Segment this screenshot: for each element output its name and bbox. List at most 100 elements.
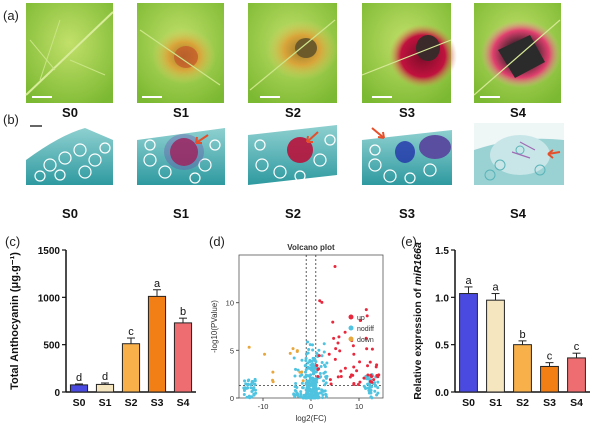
volcano-point-up bbox=[376, 375, 380, 379]
volcano-point-up bbox=[334, 347, 338, 351]
y-tick-label: 0 bbox=[230, 394, 234, 403]
x-tick-label: S4 bbox=[177, 397, 190, 409]
leaf-photo-s3 bbox=[361, 3, 457, 103]
volcano-point-nodiff bbox=[314, 360, 318, 364]
volcano-point-nodiff bbox=[308, 396, 312, 400]
bar-s0 bbox=[459, 293, 478, 393]
x-tick-label: S1 bbox=[489, 397, 502, 409]
volcano-point-nodiff bbox=[299, 395, 303, 399]
volcano-point-nodiff bbox=[376, 380, 380, 384]
volcano-point-nodiff bbox=[317, 387, 321, 391]
x-tick-label: S3 bbox=[151, 397, 164, 409]
volcano-point-nodiff bbox=[301, 386, 305, 390]
bar-s0 bbox=[69, 384, 89, 393]
stage-label-b-s4: S4 bbox=[510, 206, 526, 221]
volcano-point-nodiff bbox=[320, 361, 324, 365]
stage-label-b-s2: S2 bbox=[285, 206, 301, 221]
bar-s3 bbox=[147, 295, 167, 393]
volcano-point-nodiff bbox=[323, 365, 327, 369]
volcano-point-nodiff bbox=[247, 378, 251, 382]
volcano-point-nodiff bbox=[321, 389, 325, 393]
volcano-point-up bbox=[351, 344, 355, 348]
volcano-point-nodiff bbox=[303, 370, 307, 374]
volcano-point-up bbox=[348, 375, 352, 379]
mir166a-expression-chart: 0.0 0.5 1.0 1.5 a S0 a S1 b S2 c S3 c S4 Relative expr… bbox=[412, 242, 590, 409]
volcano-point-nodiff bbox=[312, 395, 316, 399]
volcano-point-up bbox=[338, 349, 342, 353]
volcano-point-nodiff bbox=[315, 380, 319, 384]
volcano-point-up bbox=[366, 373, 370, 377]
volcano-point-nodiff bbox=[310, 382, 314, 386]
y-tick-label: 0.0 bbox=[435, 388, 449, 399]
volcano-point-nodiff bbox=[312, 370, 316, 374]
bar-s1 bbox=[486, 299, 505, 393]
volcano-point-up bbox=[358, 360, 362, 364]
volcano-point-up bbox=[317, 354, 321, 358]
stage-label-a-s3: S3 bbox=[399, 105, 415, 120]
panel-label-c: (c) bbox=[5, 234, 21, 249]
volcano-point-nodiff bbox=[253, 383, 257, 387]
volcano-point-up bbox=[316, 368, 320, 372]
leaf-photo-s0 bbox=[25, 3, 114, 103]
volcano-point-up bbox=[358, 318, 362, 322]
volcano-point-nodiff bbox=[322, 371, 326, 375]
volcano-point-up bbox=[337, 335, 341, 339]
volcano-point-nodiff bbox=[305, 379, 309, 383]
x-tick-label: S2 bbox=[516, 397, 529, 409]
volcano-point-nodiff bbox=[311, 387, 315, 391]
volcano-point-nodiff bbox=[294, 381, 298, 385]
volcano-plot: Volcano plot -10 0 10 0 5 10 log2(FC) -log10(PVa… bbox=[210, 243, 384, 423]
volcano-point-up bbox=[370, 347, 374, 351]
stage-label-a-s2: S2 bbox=[285, 105, 301, 120]
volcano-point-nodiff bbox=[307, 347, 311, 351]
volcano-point-up bbox=[352, 381, 356, 385]
volcano-point-up bbox=[329, 382, 333, 386]
legend-label-down: down bbox=[357, 337, 374, 344]
volcano-point-nodiff bbox=[251, 386, 255, 390]
volcano-point-nodiff bbox=[324, 376, 328, 380]
volcano-point-nodiff bbox=[293, 374, 297, 378]
volcano-point-nodiff bbox=[245, 386, 249, 390]
panel-label-b: (b) bbox=[3, 112, 19, 127]
volcano-point-nodiff bbox=[304, 368, 308, 372]
volcano-point-nodiff bbox=[317, 348, 321, 352]
volcano-point-nodiff bbox=[306, 365, 310, 369]
y-tick-label: 10 bbox=[226, 299, 234, 308]
volcano-point-up bbox=[336, 341, 340, 345]
volcano-point-nodiff bbox=[314, 383, 318, 387]
volcano-point-up bbox=[368, 360, 372, 364]
stage-label-b-s3: S3 bbox=[399, 206, 415, 221]
leaf-photo-s2 bbox=[248, 3, 338, 103]
volcano-point-nodiff bbox=[299, 390, 303, 394]
significance-letter: a bbox=[492, 282, 499, 294]
volcano-point-nodiff bbox=[308, 367, 312, 371]
chart-title: Volcano plot bbox=[287, 243, 335, 252]
volcano-point-up bbox=[336, 375, 340, 379]
volcano-point-nodiff bbox=[248, 395, 252, 399]
volcano-point-nodiff bbox=[318, 371, 322, 375]
stage-label-a-s4: S4 bbox=[510, 105, 526, 120]
significance-letter: d bbox=[102, 371, 108, 383]
volcano-point-nodiff bbox=[242, 392, 246, 396]
section-photo-s1 bbox=[137, 123, 226, 185]
volcano-point-nodiff bbox=[321, 396, 325, 400]
x-tick-label: 10 bbox=[355, 402, 363, 411]
y-tick-label: 0.5 bbox=[435, 341, 449, 352]
stage-label-b-s0: S0 bbox=[62, 206, 78, 221]
volcano-point-nodiff bbox=[325, 361, 329, 365]
volcano-point-up bbox=[343, 330, 347, 334]
volcano-point-up bbox=[318, 299, 322, 303]
significance-letter: c bbox=[128, 326, 134, 338]
volcano-point-up bbox=[343, 366, 347, 370]
volcano-point-nodiff bbox=[306, 340, 310, 344]
stage-label-a-s0: S0 bbox=[62, 105, 78, 120]
volcano-point-nodiff bbox=[366, 386, 370, 390]
volcano-point-nodiff bbox=[311, 348, 315, 352]
volcano-point-down bbox=[295, 349, 299, 353]
volcano-point-nodiff bbox=[293, 385, 297, 389]
volcano-point-nodiff bbox=[324, 393, 328, 397]
anthocyanin-bar-chart: 0 500 1000 1500 d S0 d S1 c S2 a S3 b S4 Total Anthocy… bbox=[9, 246, 196, 409]
significance-letter: c bbox=[574, 341, 580, 353]
volcano-point-up bbox=[362, 376, 366, 380]
volcano-point-nodiff bbox=[369, 391, 373, 395]
